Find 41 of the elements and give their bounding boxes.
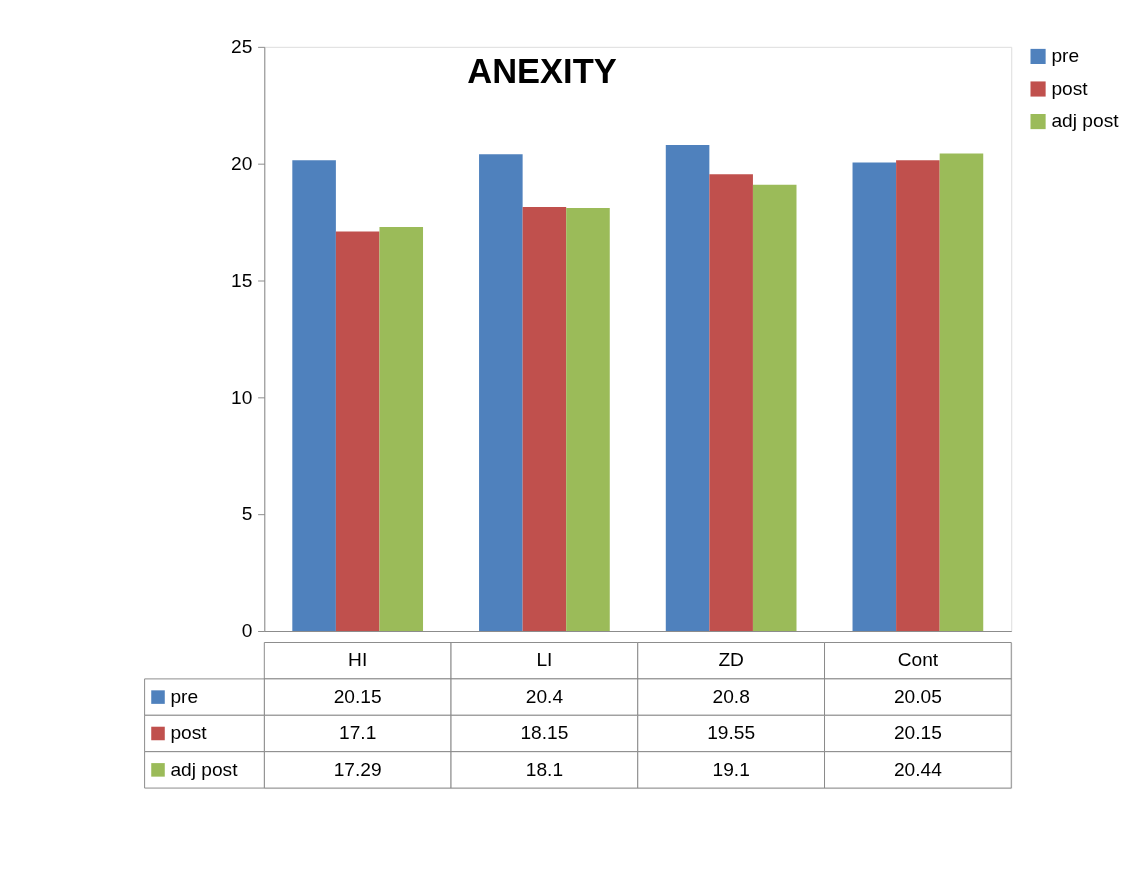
x-tick-label: Cont <box>897 649 939 671</box>
data-label: 19.1 <box>712 758 750 780</box>
legend-label: pre <box>170 685 199 707</box>
text: pre <box>1051 45 1080 67</box>
data-label: 20.44 <box>893 758 943 780</box>
y-tick-label: 5 <box>241 503 253 525</box>
bar <box>665 145 710 632</box>
bar <box>379 227 424 632</box>
bar <box>522 206 567 632</box>
data-label: 17.1 <box>339 722 377 744</box>
data-label: 20.05 <box>893 685 942 707</box>
data-label: 20.8 <box>712 685 750 707</box>
y-tick-label: 20 <box>231 152 253 174</box>
bar <box>566 208 610 632</box>
data-label: 20.15 <box>333 685 382 707</box>
legend-label: post <box>1051 77 1089 99</box>
data-label: 17.29 <box>333 758 382 780</box>
data-label: 18.15 <box>520 722 569 744</box>
data-label: 20.4 <box>525 685 564 707</box>
bar <box>752 184 797 632</box>
x-tick-label: ZD <box>718 649 744 671</box>
data-label: 18.1 <box>525 758 564 780</box>
y-tick-label: 15 <box>231 269 253 291</box>
y-tick-label: 25 <box>231 36 253 58</box>
legend-label: adj post <box>1051 110 1120 132</box>
x-tick-label: HI <box>348 649 368 671</box>
bar <box>896 160 940 632</box>
bar <box>709 174 753 632</box>
data-label: 20.15 <box>893 722 942 744</box>
x-tick-label: LI <box>536 649 553 671</box>
bar <box>335 231 380 632</box>
bar <box>939 153 984 632</box>
bar <box>852 162 897 632</box>
y-tick-label: 0 <box>241 620 253 642</box>
bar <box>479 154 523 632</box>
text: adj post <box>170 758 238 780</box>
bar <box>292 160 336 632</box>
chart-title: ANEXITY <box>467 52 617 91</box>
data-label: 19.55 <box>707 722 756 744</box>
y-tick-label: 10 <box>231 386 253 408</box>
text: post <box>170 722 207 744</box>
